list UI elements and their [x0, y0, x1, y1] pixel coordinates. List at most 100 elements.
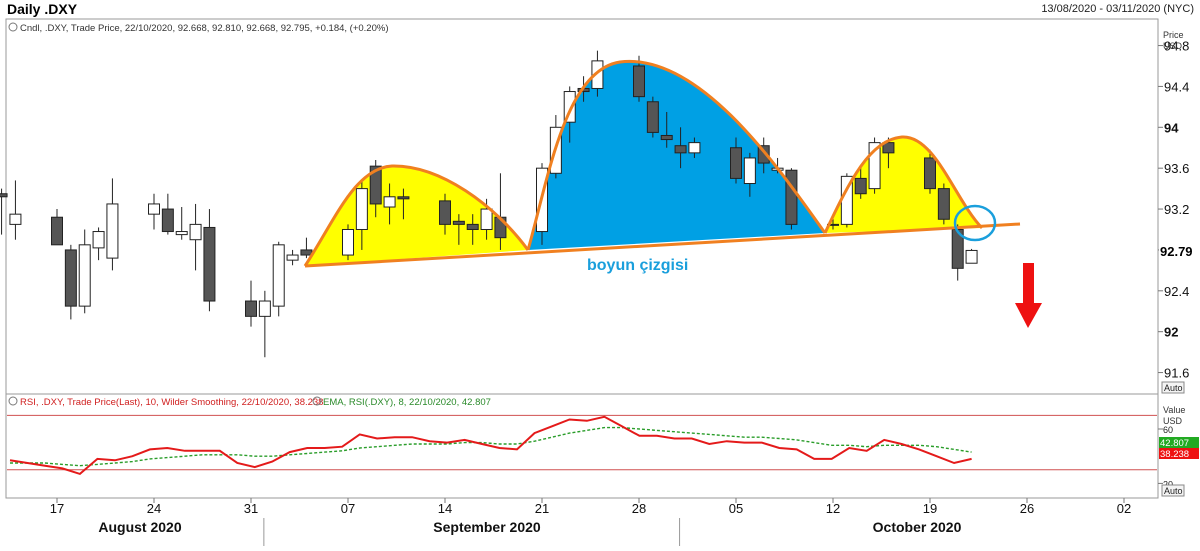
svg-text:38.238: 38.238	[1160, 449, 1189, 460]
candle-body	[245, 300, 257, 317]
price-tick-label: 91.6	[1164, 366, 1189, 381]
svg-text:42.807: 42.807	[1160, 438, 1189, 449]
head-area	[528, 61, 825, 250]
candle-body	[743, 157, 756, 185]
candle-body	[633, 65, 645, 98]
x-tick-label: 21	[535, 501, 549, 516]
price-tick-label: 94.4	[1164, 79, 1189, 94]
rsi-value-badge: 38.238	[1159, 448, 1199, 460]
candle-body	[868, 142, 881, 190]
candle-body	[92, 231, 105, 249]
x-month-label: September 2020	[433, 519, 541, 535]
price-tick-label: 94.8	[1164, 39, 1189, 54]
price-tick-label: 94	[1164, 120, 1179, 135]
rsi-legend: RSI, .DXY, Trade Price(Last), 10, Wilder…	[8, 396, 491, 408]
price-tick-label: 92	[1164, 325, 1178, 340]
neckline	[304, 222, 1021, 268]
candle-body	[51, 216, 63, 246]
x-tick-label: 02	[1117, 501, 1131, 516]
rsi-legend-settings-icon[interactable]	[8, 396, 18, 406]
price-legend-text: Cndl, .DXY, Trade Price, 22/10/2020, 92.…	[20, 23, 388, 34]
left-shoulder-outline	[303, 164, 530, 267]
x-tick-label: 14	[438, 501, 452, 516]
candle-body	[355, 188, 368, 230]
ema-legend-settings-icon[interactable]	[312, 396, 322, 406]
candle-body	[937, 188, 950, 220]
x-tick-label: 26	[1020, 501, 1034, 516]
candle-body	[924, 157, 936, 190]
candle-body	[730, 147, 742, 179]
rsi-auto-button[interactable]: Auto	[1161, 484, 1185, 497]
candle-body	[106, 203, 119, 259]
candle-body	[64, 249, 77, 307]
price-axis-unit: USD	[1163, 41, 1183, 51]
x-tick-label: 17	[50, 501, 64, 516]
candle-body	[161, 208, 174, 233]
svg-text:Auto: Auto	[1164, 383, 1183, 393]
candle-body	[0, 193, 8, 198]
x-tick-label: 31	[244, 501, 258, 516]
candle-body	[660, 134, 673, 141]
candle-body	[785, 169, 798, 225]
x-tick-label: 12	[826, 501, 840, 516]
down-arrow-icon	[1015, 263, 1042, 328]
candle-body	[563, 91, 576, 123]
candle-body	[882, 142, 895, 154]
candle-body	[342, 228, 354, 256]
candle-body	[397, 196, 410, 200]
legend-settings-icon[interactable]	[8, 22, 18, 32]
svg-text:92.79: 92.79	[1160, 244, 1193, 259]
x-tick-label: 05	[729, 501, 743, 516]
x-month-label: October 2020	[873, 519, 962, 535]
price-auto-button[interactable]: Auto	[1161, 381, 1185, 394]
ema-value-badge: 42.807	[1159, 437, 1199, 449]
candle-body	[300, 249, 313, 256]
rsi-tick-label: 60	[1163, 425, 1173, 435]
ema-legend-text: EMA, RSI(.DXY), 8, 22/10/2020, 42.807	[323, 397, 491, 408]
x-month-label: August 2020	[98, 519, 181, 535]
candle-body	[480, 208, 493, 230]
price-tick-label: 92.4	[1164, 284, 1189, 299]
candle-body	[965, 249, 978, 264]
date-range: 13/08/2020 - 03/11/2020 (NYC)	[1041, 3, 1194, 15]
rsi-legend-text: RSI, .DXY, Trade Price(Last), 10, Wilder…	[20, 397, 323, 408]
rsi-panel-frame	[5, 393, 1159, 499]
candle-body	[757, 145, 770, 164]
price-legend: Cndl, .DXY, Trade Price, 22/10/2020, 92.…	[8, 22, 388, 34]
ema-line	[10, 426, 972, 467]
rsi-axis-title: Value	[1163, 405, 1185, 415]
candle-body	[452, 220, 465, 225]
left-shoulder-area	[305, 165, 528, 266]
candle-body	[203, 226, 216, 302]
rsi-line	[9, 415, 972, 476]
breakout-circle	[953, 204, 997, 242]
price-tick-label: 93.2	[1164, 202, 1189, 217]
x-tick-label: 19	[923, 501, 937, 516]
neckline-label: boyun çizgisi	[587, 257, 688, 274]
candle-body	[646, 101, 659, 133]
candle-body	[286, 254, 299, 261]
chart-title: Daily .DXY	[7, 1, 78, 17]
rsi-axis-unit: USD	[1163, 416, 1183, 426]
candle-body	[272, 244, 285, 307]
candle-body	[854, 177, 867, 195]
candle-body	[591, 60, 604, 89]
x-tick-label: 07	[341, 501, 355, 516]
price-axis-title: Price	[1163, 30, 1184, 40]
candle-body	[78, 244, 91, 307]
head-outline	[526, 59, 827, 251]
price-tick-label: 93.6	[1164, 161, 1189, 176]
current-price-badge: 92.79	[1159, 241, 1197, 259]
candle-body	[383, 196, 396, 208]
candle-body	[9, 213, 22, 225]
candle-body	[439, 200, 451, 225]
candle-body	[189, 223, 202, 241]
x-tick-label: 28	[632, 501, 646, 516]
candle-body	[148, 203, 160, 215]
candle-body	[258, 300, 271, 317]
rsi-tick-label: 20	[1163, 479, 1173, 489]
candle-body	[175, 231, 188, 236]
candle-body	[674, 145, 687, 154]
